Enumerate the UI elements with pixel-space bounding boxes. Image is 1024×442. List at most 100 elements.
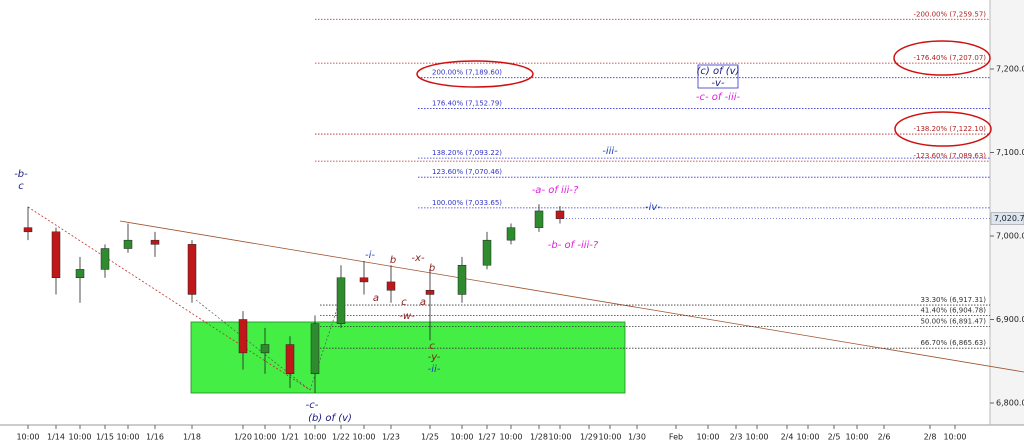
candle-body (425, 290, 435, 295)
wave-label: (b) of (v) (308, 413, 352, 424)
wave-label: -y- (428, 352, 441, 363)
wave-label: b (429, 263, 435, 274)
fib-label: 100.00% (7,033.65) (432, 199, 502, 207)
wave-label: b (390, 255, 396, 266)
candle-body (285, 344, 295, 375)
trend-line (119, 220, 1024, 373)
x-tick-label: 1/30 (628, 433, 646, 442)
candle-body (457, 264, 467, 295)
x-tick-label: 10:00 (253, 433, 276, 442)
x-tick-label: 1/29 (580, 433, 598, 442)
x-tick-label: 2/4 (781, 433, 794, 442)
x-tick-label: 10:00 (303, 433, 326, 442)
x-tick-label: 1/20 (234, 433, 252, 442)
x-tick-label: 1/21 (281, 433, 299, 442)
y-tick-label: 7,200.00 (996, 65, 1024, 74)
candle-body (51, 231, 61, 278)
y-tick-label: 7,000.00 (996, 232, 1024, 241)
candle-body (386, 281, 396, 291)
candle-body (150, 239, 160, 245)
x-tick-label: 10:00 (450, 433, 473, 442)
wave-label: -c- of -iii- (696, 92, 741, 103)
x-tick-label: 10:00 (548, 433, 571, 442)
candle-body (23, 227, 33, 233)
wave-label: -iv- (645, 202, 661, 213)
wave-label: c (18, 181, 24, 192)
x-tick-label: 10:00 (745, 433, 768, 442)
y-tick-label: 6,900.00 (996, 315, 1024, 324)
wave-label: -ii- (428, 364, 441, 375)
fib-label: 138.20% (7,093.22) (432, 149, 502, 157)
fib-label: -176.40% (7,207.07) (913, 54, 986, 62)
candle-body (100, 248, 110, 270)
channel-line (27, 206, 311, 391)
fib-label: 123.60% (7,070.46) (432, 168, 502, 176)
x-tick-label: 10:00 (696, 433, 719, 442)
x-tick-label: 10:00 (68, 433, 91, 442)
y-tick-label: 6,800.00 (996, 399, 1024, 408)
wave-label: (c) of (v) (696, 66, 739, 77)
x-tick-label: 1/16 (146, 433, 164, 442)
candle-body (238, 319, 248, 354)
wave-label: c (429, 341, 435, 352)
wave-label: a (420, 297, 426, 308)
candle-body (260, 344, 270, 354)
x-tick-label: 10:00 (796, 433, 819, 442)
last-price-label: 7,020.75 (994, 214, 1024, 223)
x-tick-label: 1/18 (183, 433, 201, 442)
fib-label: 176.40% (7,152.79) (432, 99, 502, 107)
candle-body (359, 277, 369, 283)
candle-body (336, 277, 346, 324)
y-tick-label: 7,100.00 (996, 148, 1024, 157)
wave-label: -b- (14, 169, 28, 180)
x-tick-label: 2/6 (878, 433, 891, 442)
candle-body (187, 244, 197, 295)
x-tick-label: 1/28 (530, 433, 548, 442)
candle-body (534, 210, 544, 228)
candle-body (123, 239, 133, 249)
x-tick-label: 1/27 (478, 433, 496, 442)
x-tick-label: 10:00 (943, 433, 966, 442)
wave-label: -c- (306, 400, 319, 411)
x-tick-label: 2/3 (730, 433, 743, 442)
fib-label: 66.70% (6,865.63) (920, 339, 986, 347)
candle-body (482, 239, 492, 266)
candle-body (75, 269, 85, 278)
x-tick-label: 2/5 (828, 433, 841, 442)
layer: 6,800.00 6,900.00 7,000.00 7,100.00 7,200.00… (14, 10, 1024, 442)
fib-label: 41.40% (6,904.78) (920, 307, 986, 315)
wave-label: -iii- (602, 146, 618, 157)
x-tick-label: 1/23 (382, 433, 400, 442)
fib-label: -123.60% (7,089.63) (913, 152, 986, 160)
x-tick-label: 10:00 (352, 433, 375, 442)
wave-label: c (401, 297, 407, 308)
wave-label: -b- of -iii-? (548, 240, 599, 251)
x-tick-label: 10:00 (598, 433, 621, 442)
x-tick-label: 1/22 (332, 433, 350, 442)
candle-body (310, 323, 320, 375)
x-tick-label: 10:00 (845, 433, 868, 442)
x-tick-label: Feb (669, 433, 683, 442)
wave-label: -v- (711, 78, 725, 89)
x-tick-label: 2/8 (924, 433, 937, 442)
fib-label: -200.00% (7,259.57) (913, 10, 986, 18)
wave-label: -a- of iii-? (532, 185, 579, 196)
fib-label: 50.00% (6,891.47) (920, 318, 986, 326)
wave-label: -i- (365, 250, 375, 261)
fib-label: 33.30% (6,917.31) (920, 296, 986, 304)
x-tick-label: 1/15 (96, 433, 114, 442)
last-price-box (990, 212, 1024, 225)
x-tick-label: 10:00 (116, 433, 139, 442)
label-box (697, 64, 739, 89)
wave-label: a (373, 293, 379, 304)
x-tick-label: 1/25 (421, 433, 439, 442)
highlight-ellipse (894, 111, 992, 147)
candle-body (506, 227, 516, 241)
x-tick-label: 1/14 (47, 433, 65, 442)
highlight-ellipse (416, 60, 534, 88)
highlight-ellipse (893, 40, 991, 76)
wave-label: -w- (399, 311, 415, 322)
x-tick-label: 10:00 (499, 433, 522, 442)
fib-label: 200.00% (7,189.60) (432, 69, 502, 77)
